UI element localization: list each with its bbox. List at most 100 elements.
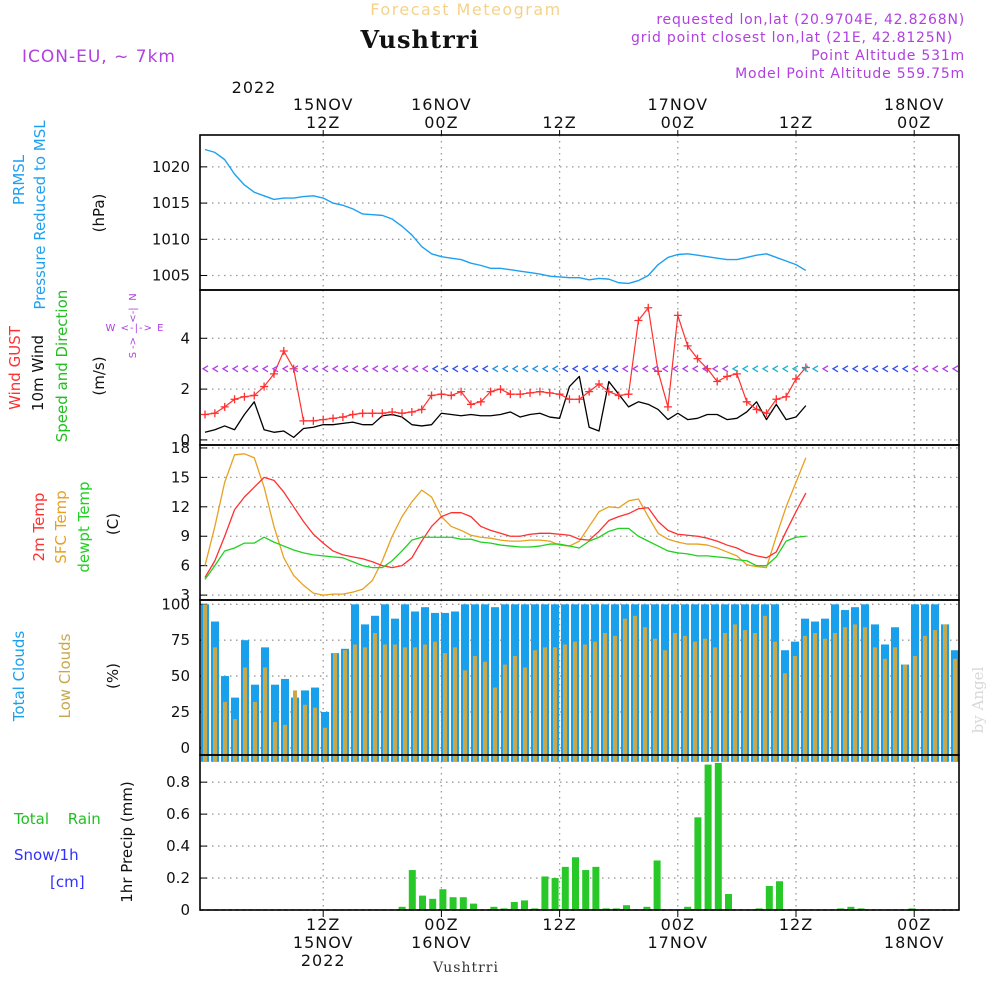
rain-bar [643,906,651,910]
top-date-label: 16NOV [411,95,472,114]
compass-ns-stem: <-| [128,307,139,322]
low-cloud-bar [923,635,927,762]
low-cloud-bar [703,638,707,762]
bottom-time-label: 16NOV [411,933,472,952]
bottom-time-label: 00Z [661,915,695,934]
rain-bar [714,762,722,910]
wind-arrow [221,365,229,373]
gust-marker [663,402,672,411]
low-cloud-bar [743,630,747,762]
gust-marker [723,372,732,381]
gust-marker [585,387,594,396]
rain-bar [776,881,783,910]
rain-bar [398,906,406,910]
top-hour-label: 00Z [424,113,458,132]
low-cloud-bar [403,647,407,762]
low-cloud-bar [673,633,677,762]
low-cloud-bar [423,644,427,762]
low-cloud-bar [723,633,727,762]
wind-arrow [891,365,899,373]
gust-marker [368,409,377,418]
low-cloud-bar [943,624,947,762]
low-cloud-bar [813,633,817,762]
gust-marker [693,354,702,363]
wind-arrow [211,365,219,373]
rain-bar [459,897,467,910]
gust-marker [260,382,269,391]
precip-panel-frame [199,754,960,911]
top-hour-label: 00Z [661,113,695,132]
cloud-bars [201,604,959,762]
gust-marker [358,409,367,418]
grid-lines [200,135,959,911]
wind-arrow [551,365,559,373]
gust-marker [466,400,475,409]
wind-arrow [931,365,939,373]
wind-arrow [871,365,879,373]
wind-arrow [231,365,239,373]
gust-marker [388,407,397,416]
wind-arrow [431,365,439,373]
rain-bar [765,886,773,910]
wind-arrow [311,365,319,373]
wind-speed-line [204,375,807,439]
low-cloud-bar [863,627,867,762]
temp-unit: (C) [104,513,122,535]
supertitle: Forecast Meteogram [370,0,561,19]
gust-marker [782,392,791,401]
low-cloud-bar [603,633,607,762]
clouds-tick-label: 0 [180,739,190,757]
wind-arrow [651,365,659,373]
snow-unit-label: [cm] [50,873,85,891]
compass-we: W <-|-> E [106,323,165,334]
temp-dew-label: dewpt Temp [75,481,93,572]
low-cloud-bar [503,664,507,762]
low-cloud-bar [853,624,857,762]
low-cloud-bar [343,650,347,762]
wind-arrow [561,365,569,373]
low-cloud-bar [513,655,517,762]
wind-arrow [291,365,299,373]
wind-arrow [491,365,499,373]
wind-arrow [781,365,789,373]
wind-arrow [601,365,609,373]
low-cloud-bar [223,701,227,762]
pressure-tick-label: 1010 [152,230,190,248]
low-cloud-bar [203,604,207,762]
wind-arrow [381,365,389,373]
rain-bar [582,870,590,910]
low-cloud-bar [753,633,757,762]
temp-2m-line [204,476,807,578]
low-cloud-bar [213,647,217,762]
wind-10m-label: 10m Wind [29,335,47,411]
wind-gust-label: Wind GUST [6,325,24,410]
wind-arrow [721,365,729,373]
precip-tick-label: 0.2 [166,869,190,887]
low-cloud-bar [873,647,877,762]
low-cloud-bar [473,655,477,762]
low-cloud-bar [683,635,687,762]
gust-marker [673,311,682,320]
low-cloud-bar [543,647,547,762]
low-cloud-bar [483,661,487,762]
gust-marker [595,380,603,389]
wind-arrow [951,365,959,373]
clouds-tick-label: 75 [171,631,190,649]
total-clouds-label: Total Clouds [10,631,28,723]
rain-bar [694,817,702,910]
gust-marker [250,391,259,400]
low-cloud-bar [313,707,317,762]
low-cloud-bar [803,635,807,762]
low-cloud-bar [243,667,247,762]
prmsl-label: PRMSL [10,154,28,205]
rain-bar [725,894,732,910]
gust-marker [644,303,653,312]
pressure-tick-label: 1020 [152,158,190,176]
low-cloud-bar [573,641,577,762]
wind-arrow [751,365,759,373]
gust-marker [535,387,544,396]
temp-sfc-label: SFC Temp [52,490,70,563]
wind-arrow [621,365,629,373]
precip-tick-label: 0.8 [166,773,190,791]
gust-marker [309,416,318,425]
